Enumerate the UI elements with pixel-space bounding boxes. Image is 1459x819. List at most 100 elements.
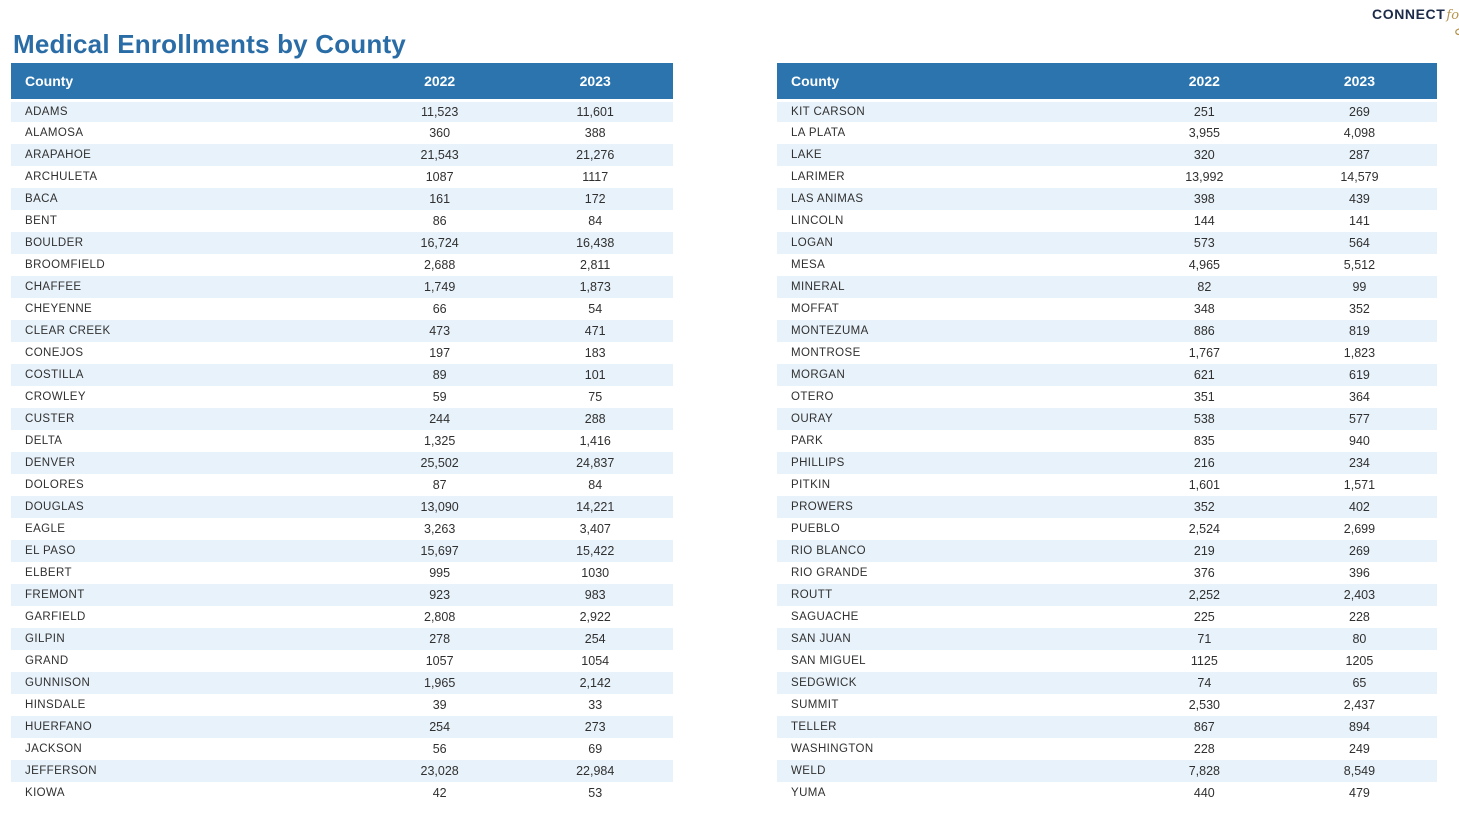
header-row: County 2022 2023: [11, 63, 673, 102]
enrollment-value-cell: 360: [429, 126, 451, 140]
enrollment-value-cell: 1205: [1345, 654, 1374, 668]
enrollment-value-cell: 16,438: [576, 236, 615, 250]
table-row: CLEAR CREEK 473 471: [11, 320, 673, 342]
enrollment-value-cell: 13,992: [1185, 170, 1224, 184]
enrollment-value-cell: 8,549: [1343, 764, 1376, 778]
county-cell: RIO GRANDE: [791, 567, 868, 579]
county-cell: EAGLE: [25, 523, 66, 535]
enrollment-value-cell: 1117: [582, 170, 609, 184]
enrollment-value-cell: 219: [1193, 544, 1215, 558]
enrollment-table-right: County 2022 2023 KIT CARSON 251 269 LA PLAT…: [777, 63, 1437, 804]
county-cell: BOULDER: [25, 237, 84, 249]
county-cell: SAGUACHE: [791, 611, 859, 623]
enrollment-value-cell: 13,090: [420, 500, 459, 514]
enrollment-value-cell: 59: [432, 390, 447, 404]
enrollment-value-cell: 2,403: [1343, 588, 1376, 602]
enrollment-value-cell: 439: [1349, 192, 1370, 206]
enrollment-value-cell: 564: [1349, 236, 1370, 250]
enrollment-value-cell: 228: [1193, 742, 1215, 756]
table-row: SEDGWICK 74 65: [777, 672, 1437, 694]
table-row: MONTROSE 1,767 1,823: [777, 342, 1437, 364]
county-cell: HUERFANO: [25, 721, 93, 733]
enrollment-value-cell: 71: [1197, 632, 1212, 646]
table-row: DENVER 25,502 24,837: [11, 452, 673, 474]
table-row: PARK 835 940: [777, 430, 1437, 452]
table-row: MOFFAT 348 352: [777, 298, 1437, 320]
county-cell: ARAPAHOE: [25, 149, 92, 161]
tables-container: County 2022 2023 ADAMS 11,523 11,601 ALAMOS…: [11, 63, 1437, 804]
enrollment-value-cell: 479: [1349, 786, 1370, 800]
enrollment-value-cell: 940: [1349, 434, 1370, 448]
enrollment-value-cell: 471: [584, 324, 606, 338]
enrollment-value-cell: 573: [1193, 236, 1215, 250]
table-header: County 2022 2023: [11, 63, 673, 102]
enrollment-value-cell: 11,523: [420, 104, 459, 119]
table-body-right: KIT CARSON 251 269 LA PLATA 3,955 4,098 LAKE 32…: [777, 100, 1437, 804]
county-cell: DOUGLAS: [25, 501, 85, 513]
county-cell: LOGAN: [791, 237, 834, 249]
enrollment-value-cell: 254: [429, 720, 451, 734]
enrollment-value-cell: 320: [1193, 148, 1215, 162]
enrollment-value-cell: 7,828: [1188, 764, 1220, 778]
county-cell: BACA: [25, 193, 58, 205]
county-cell: PITKIN: [791, 479, 831, 491]
enrollment-value-cell: 82: [1197, 280, 1212, 294]
county-cell: CHEYENNE: [25, 303, 93, 315]
table-row: ALAMOSA 360 388: [11, 122, 673, 144]
enrollment-value-cell: 352: [1193, 500, 1215, 514]
county-cell: KIOWA: [25, 787, 65, 799]
county-cell: DELTA: [25, 435, 63, 447]
enrollment-value-cell: 2,922: [579, 610, 611, 624]
table-row: LA PLATA 3,955 4,098: [777, 122, 1437, 144]
enrollment-value-cell: 273: [584, 720, 606, 734]
logo-script-word: for: [1446, 8, 1459, 23]
enrollment-value-cell: 376: [1193, 566, 1215, 580]
table-row: MORGAN 621 619: [777, 364, 1437, 386]
enrollment-value-cell: 269: [1349, 544, 1370, 558]
logo-flourish-icon: [1455, 28, 1459, 36]
enrollment-value-cell: 11,601: [576, 104, 614, 119]
enrollment-value-cell: 538: [1193, 412, 1215, 426]
enrollment-value-cell: 21,543: [420, 148, 459, 162]
county-cell: ADAMS: [25, 105, 68, 118]
enrollment-value-cell: 2,811: [580, 258, 611, 272]
column-header-county: County: [777, 63, 1127, 102]
enrollment-value-cell: 398: [1193, 192, 1215, 206]
table-row: CHEYENNE 66 54: [11, 298, 673, 320]
enrollment-value-cell: 269: [1349, 104, 1370, 119]
table-row: RIO GRANDE 376 396: [777, 562, 1437, 584]
county-cell: CONEJOS: [25, 347, 84, 359]
enrollment-value-cell: 183: [584, 346, 606, 360]
table-row: KIOWA 42 53: [11, 782, 673, 804]
enrollment-value-cell: 56: [432, 742, 447, 756]
enrollment-value-cell: 2,688: [424, 258, 456, 272]
table-row: GILPIN 278 254: [11, 628, 673, 650]
header-row: County 2022 2023: [777, 63, 1437, 102]
enrollment-value-cell: 3,407: [579, 522, 611, 536]
county-cell: DOLORES: [25, 479, 85, 491]
table-row: LAKE 320 287: [777, 144, 1437, 166]
enrollment-value-cell: 65: [1352, 676, 1367, 690]
enrollment-value-cell: 3,263: [424, 522, 456, 536]
enrollment-value-cell: 2,530: [1188, 698, 1220, 712]
table-row: MONTEZUMA 886 819: [777, 320, 1437, 342]
table-row: ARAPAHOE 21,543 21,276: [11, 144, 673, 166]
page-title: Medical Enrollments by County: [13, 29, 406, 60]
county-cell: WASHINGTON: [791, 743, 874, 755]
enrollment-value-cell: 172: [584, 192, 606, 206]
enrollment-value-cell: 396: [1349, 566, 1370, 580]
county-cell: ELBERT: [25, 567, 72, 579]
column-header-county: County: [11, 63, 362, 102]
table-row: CHAFFEE 1,749 1,873: [11, 276, 673, 298]
county-cell: COSTILLA: [25, 369, 84, 381]
county-cell: JEFFERSON: [25, 765, 97, 777]
enrollment-value-cell: 440: [1193, 786, 1215, 800]
table-row: BOULDER 16,724 16,438: [11, 232, 673, 254]
enrollment-value-cell: 923: [429, 588, 451, 602]
table-body-left: ADAMS 11,523 11,601 ALAMOSA 360 388 ARAPAHOE 21…: [11, 100, 673, 804]
table-row: PHILLIPS 216 234: [777, 452, 1437, 474]
table-row: HUERFANO 254 273: [11, 716, 673, 738]
county-cell: LINCOLN: [791, 215, 844, 227]
enrollment-value-cell: 867: [1193, 720, 1215, 734]
county-cell: KIT CARSON: [791, 105, 866, 118]
